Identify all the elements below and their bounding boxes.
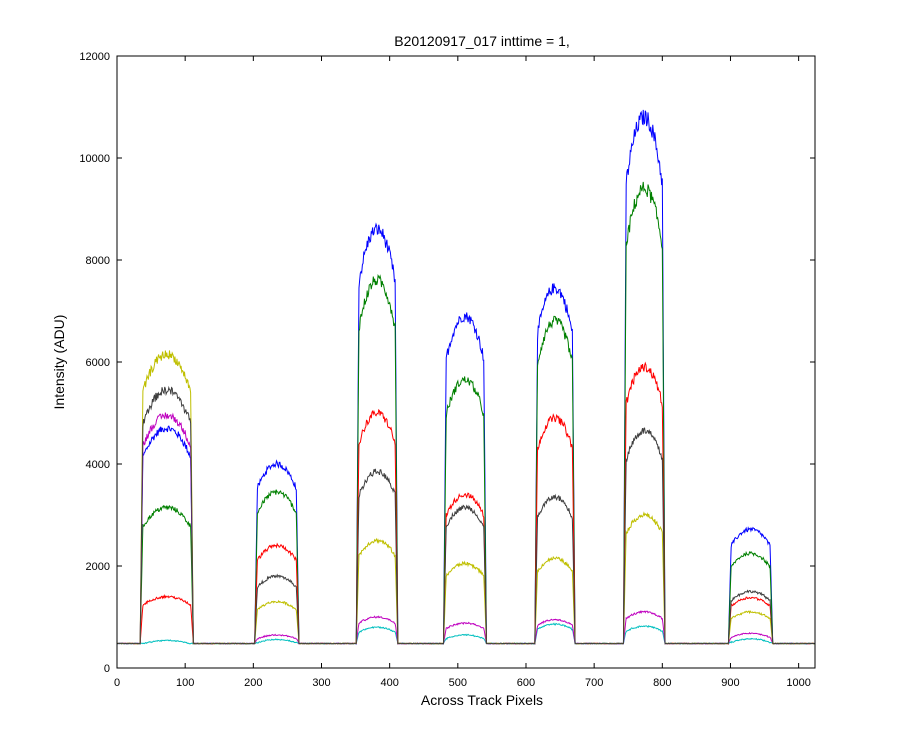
- x-tick-label: 100: [176, 677, 194, 689]
- y-tick-label: 6000: [86, 357, 110, 369]
- x-tick-label: 0: [114, 677, 120, 689]
- y-axis-ticks: 0 2000 4000 6000 8000 10000 12000: [79, 51, 815, 675]
- x-tick-label: 700: [585, 677, 603, 689]
- x-tick-label: 200: [244, 677, 262, 689]
- x-tick-label: 1000: [786, 677, 810, 689]
- series-layer: [116, 109, 816, 645]
- x-tick-label: 500: [449, 677, 467, 689]
- y-axis-label: Intensity (ADU): [51, 315, 67, 410]
- y-tick-label: 12000: [79, 51, 110, 63]
- y-tick-label: 0: [104, 663, 110, 675]
- series-line-7: [116, 385, 816, 645]
- x-tick-label: 900: [721, 677, 739, 689]
- y-tick-label: 8000: [86, 255, 110, 267]
- x-tick-label: 300: [312, 677, 330, 689]
- x-tick-label: 400: [380, 677, 398, 689]
- y-tick-label: 10000: [79, 153, 110, 165]
- x-tick-label: 800: [653, 677, 671, 689]
- chart-title: B20120917_017 inttime = 1,: [394, 33, 570, 49]
- x-axis-ticks: 0 100 200 300 400 500 600 700 800 900 1000: [114, 56, 811, 689]
- x-axis-label: Across Track Pixels: [421, 692, 543, 708]
- plot-area: [117, 56, 815, 668]
- y-tick-label: 4000: [86, 459, 110, 471]
- x-tick-label: 600: [517, 677, 535, 689]
- y-tick-label: 2000: [86, 561, 110, 573]
